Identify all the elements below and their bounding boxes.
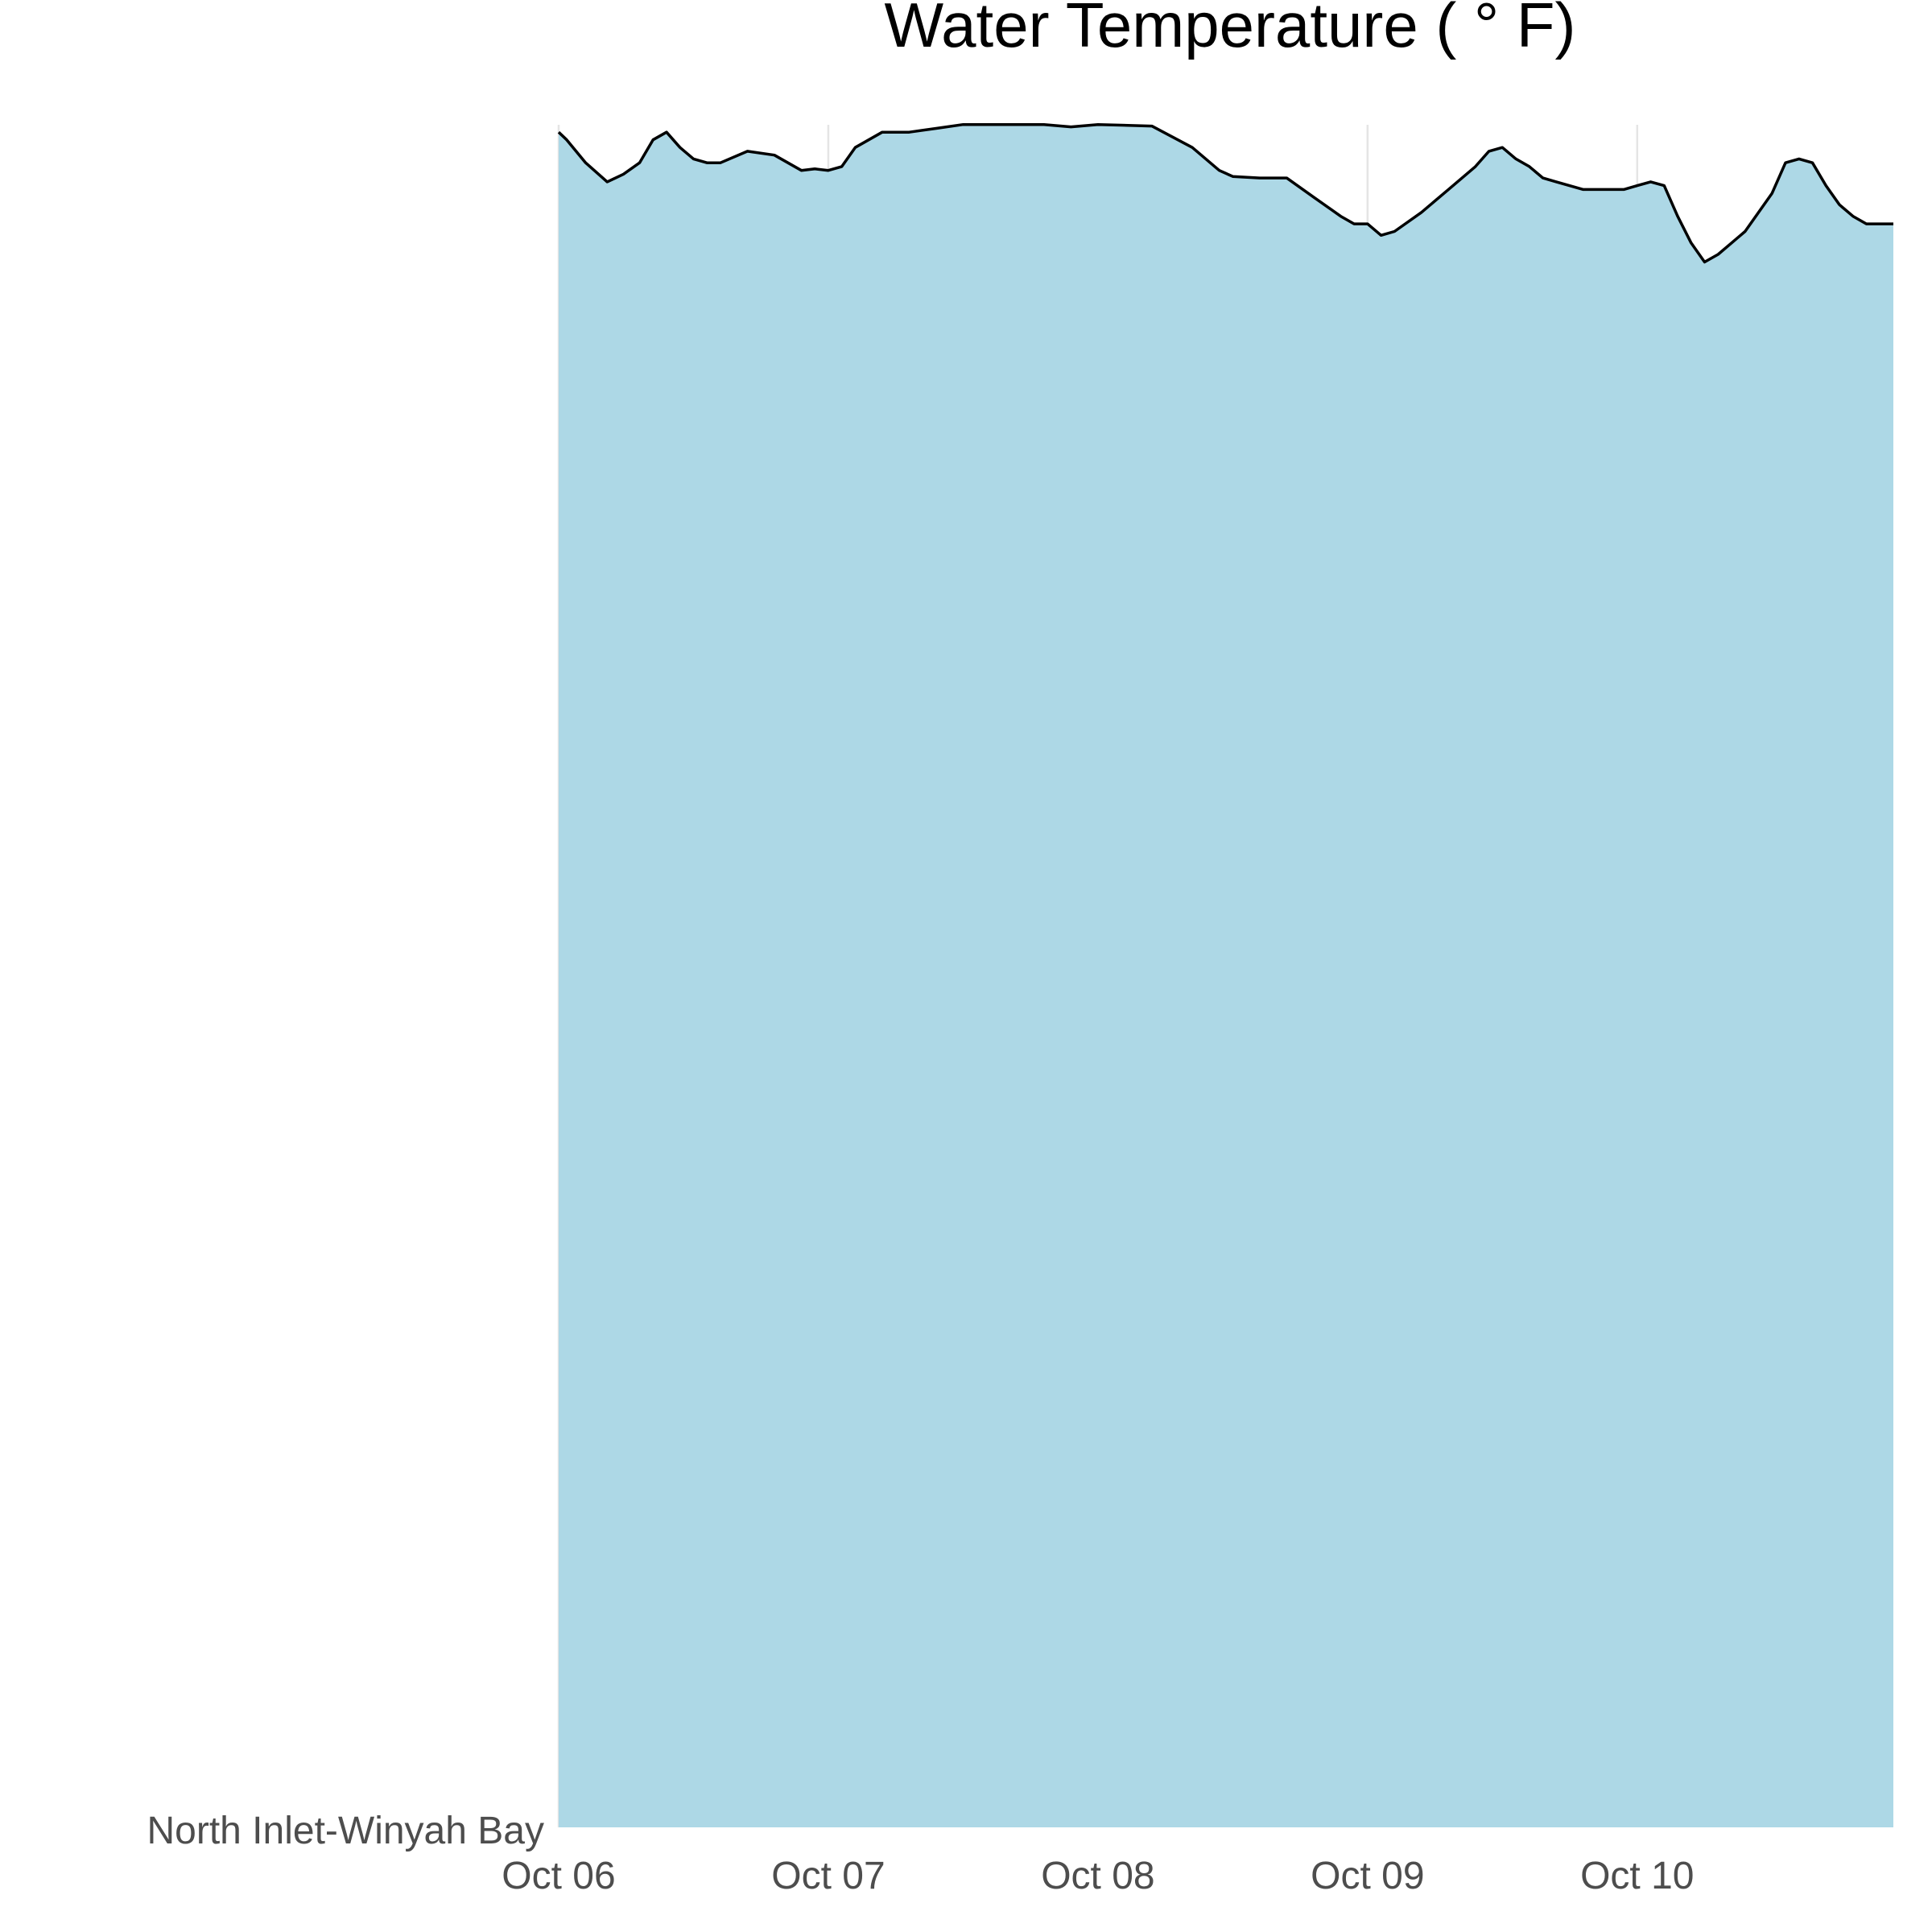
x-axis-ticks: Oct 06 Oct 07 Oct 08 Oct 09 Oct 10 [502,1855,1694,1897]
x-tick-label: Oct 09 [1311,1855,1424,1897]
x-tick-label: Oct 10 [1580,1855,1694,1897]
x-tick-label: Oct 06 [502,1855,615,1897]
x-tick-label: Oct 07 [771,1855,885,1897]
water-temperature-line [557,122,1893,264]
y-category-label: North Inlet-Winyah Bay [147,1810,544,1852]
x-tick-label: Oct 08 [1041,1855,1154,1897]
chart-title: Water Temperature ( ° F) [884,0,1575,60]
water-temperature-area-fill [559,124,1893,1828]
